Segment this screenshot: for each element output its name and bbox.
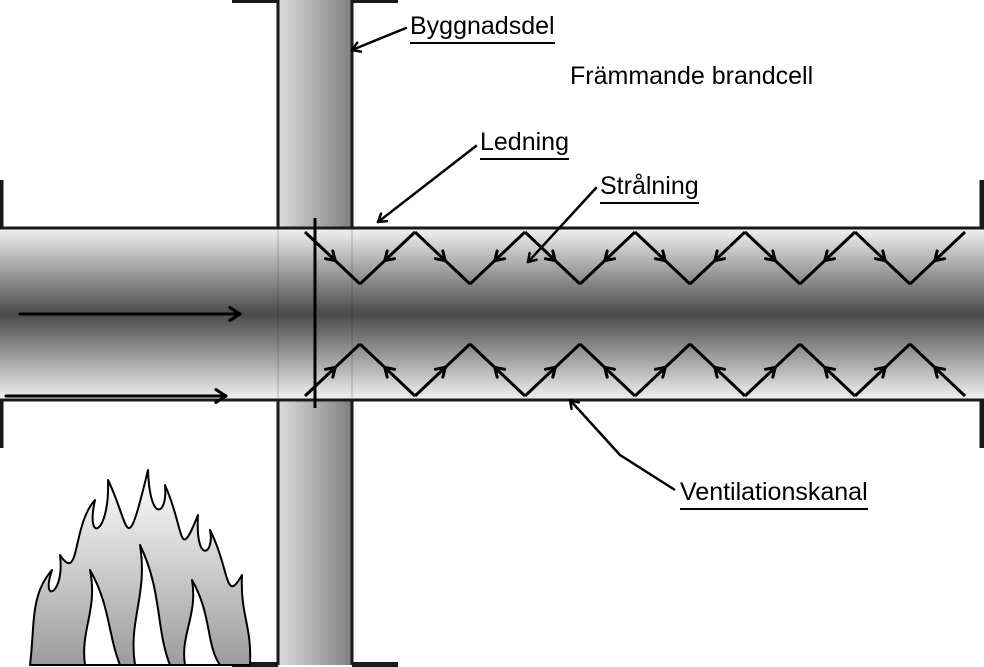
label-stralning: Strålning xyxy=(600,172,699,204)
diagram-svg xyxy=(0,0,984,667)
label-byggnadsdel: Byggnadsdel xyxy=(410,12,555,44)
label-ventkanal: Ventilationskanal xyxy=(680,478,868,510)
label-ledning: Ledning xyxy=(480,128,569,160)
label-frammande: Främmande brandcell xyxy=(570,62,813,91)
